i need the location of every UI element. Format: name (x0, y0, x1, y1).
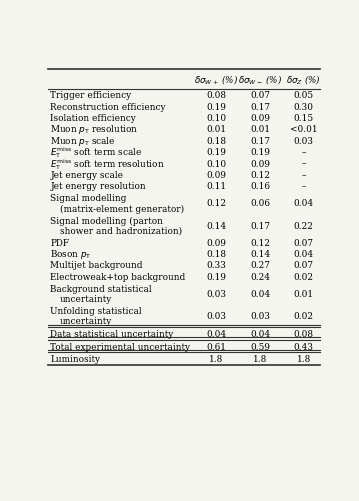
Text: Trigger efficiency: Trigger efficiency (50, 91, 131, 100)
Text: Muon $p_{\mathrm{T}}$ resolution: Muon $p_{\mathrm{T}}$ resolution (50, 123, 139, 136)
Text: 0.16: 0.16 (251, 182, 270, 191)
Text: 0.01: 0.01 (294, 289, 314, 298)
Text: 1.8: 1.8 (297, 355, 311, 364)
Text: 0.17: 0.17 (251, 102, 270, 111)
Text: 0.59: 0.59 (251, 342, 270, 351)
Text: 0.06: 0.06 (251, 199, 270, 208)
Text: <0.01: <0.01 (290, 125, 317, 134)
Text: 0.22: 0.22 (294, 221, 313, 230)
Text: 0.14: 0.14 (251, 249, 271, 259)
Text: uncertainty: uncertainty (60, 317, 112, 326)
Text: 0.09: 0.09 (206, 238, 226, 247)
Text: Unfolding statistical: Unfolding statistical (50, 307, 142, 316)
Text: 0.19: 0.19 (206, 102, 226, 111)
Text: 0.02: 0.02 (294, 312, 314, 321)
Text: 0.01: 0.01 (206, 125, 226, 134)
Text: 0.17: 0.17 (251, 137, 270, 145)
Text: –: – (301, 159, 306, 168)
Text: 0.09: 0.09 (251, 114, 270, 123)
Text: 0.09: 0.09 (251, 159, 270, 168)
Text: 0.18: 0.18 (206, 249, 226, 259)
Text: 1.8: 1.8 (253, 355, 267, 364)
Text: $\delta\sigma_{W-}$ (%): $\delta\sigma_{W-}$ (%) (238, 73, 283, 86)
Text: $\delta\sigma_{W+}$ (%): $\delta\sigma_{W+}$ (%) (194, 73, 238, 86)
Text: Isolation efficiency: Isolation efficiency (50, 114, 136, 123)
Text: 0.11: 0.11 (206, 182, 226, 191)
Text: Muon $p_{\mathrm{T}}$ scale: Muon $p_{\mathrm{T}}$ scale (50, 135, 116, 147)
Text: 0.19: 0.19 (206, 273, 226, 282)
Text: 0.04: 0.04 (251, 289, 271, 298)
Text: 0.03: 0.03 (251, 312, 270, 321)
Text: 0.08: 0.08 (206, 91, 226, 100)
Text: $E_{\mathrm{T}}^{\mathrm{miss}}$ soft term resolution: $E_{\mathrm{T}}^{\mathrm{miss}}$ soft te… (50, 156, 165, 171)
Text: 0.43: 0.43 (294, 342, 314, 351)
Text: 0.05: 0.05 (294, 91, 314, 100)
Text: 0.04: 0.04 (294, 199, 314, 208)
Text: Signal modelling: Signal modelling (50, 194, 127, 203)
Text: Signal modelling (parton: Signal modelling (parton (50, 216, 163, 225)
Text: 0.04: 0.04 (251, 329, 271, 338)
Text: 0.27: 0.27 (251, 261, 270, 270)
Text: 0.17: 0.17 (251, 221, 270, 230)
Text: Total experimental uncertainty: Total experimental uncertainty (50, 342, 190, 351)
Text: 0.18: 0.18 (206, 137, 226, 145)
Text: 0.03: 0.03 (294, 137, 314, 145)
Text: Data statistical uncertainty: Data statistical uncertainty (50, 329, 174, 338)
Text: PDF: PDF (50, 238, 69, 247)
Text: 0.08: 0.08 (294, 329, 314, 338)
Text: (matrix-element generator): (matrix-element generator) (60, 204, 184, 213)
Text: 0.03: 0.03 (206, 289, 226, 298)
Text: 0.30: 0.30 (294, 102, 314, 111)
Text: Boson $p_{\mathrm{T}}$: Boson $p_{\mathrm{T}}$ (50, 247, 92, 261)
Text: –: – (301, 171, 306, 180)
Text: Jet energy resolution: Jet energy resolution (50, 182, 146, 191)
Text: 0.03: 0.03 (206, 312, 226, 321)
Text: 0.12: 0.12 (206, 199, 226, 208)
Text: 0.19: 0.19 (206, 148, 226, 157)
Text: Multijet background: Multijet background (50, 261, 143, 270)
Text: 0.09: 0.09 (206, 171, 226, 180)
Text: uncertainty: uncertainty (60, 295, 112, 303)
Text: 0.12: 0.12 (251, 238, 270, 247)
Text: 0.19: 0.19 (251, 148, 270, 157)
Text: 0.15: 0.15 (294, 114, 314, 123)
Text: $E_{\mathrm{T}}^{\mathrm{miss}}$ soft term scale: $E_{\mathrm{T}}^{\mathrm{miss}}$ soft te… (50, 145, 143, 160)
Text: Electroweak+top background: Electroweak+top background (50, 273, 186, 282)
Text: 0.14: 0.14 (206, 221, 226, 230)
Text: 0.04: 0.04 (294, 249, 314, 259)
Text: 0.07: 0.07 (294, 261, 314, 270)
Text: 0.07: 0.07 (294, 238, 314, 247)
Text: shower and hadronization): shower and hadronization) (60, 226, 182, 235)
Text: –: – (301, 182, 306, 191)
Text: 0.02: 0.02 (294, 273, 314, 282)
Text: Reconstruction efficiency: Reconstruction efficiency (50, 102, 166, 111)
Text: 0.10: 0.10 (206, 114, 226, 123)
Text: $\delta\sigma_{Z}$ (%): $\delta\sigma_{Z}$ (%) (286, 73, 321, 86)
Text: 0.01: 0.01 (251, 125, 271, 134)
Text: 0.12: 0.12 (251, 171, 270, 180)
Text: 0.10: 0.10 (206, 159, 226, 168)
Text: 0.07: 0.07 (251, 91, 270, 100)
Text: Jet energy scale: Jet energy scale (50, 171, 123, 180)
Text: 0.24: 0.24 (251, 273, 270, 282)
Text: Luminosity: Luminosity (50, 355, 101, 364)
Text: 0.61: 0.61 (206, 342, 226, 351)
Text: 1.8: 1.8 (209, 355, 223, 364)
Text: –: – (301, 148, 306, 157)
Text: Background statistical: Background statistical (50, 284, 152, 293)
Text: 0.33: 0.33 (206, 261, 226, 270)
Text: 0.04: 0.04 (206, 329, 226, 338)
